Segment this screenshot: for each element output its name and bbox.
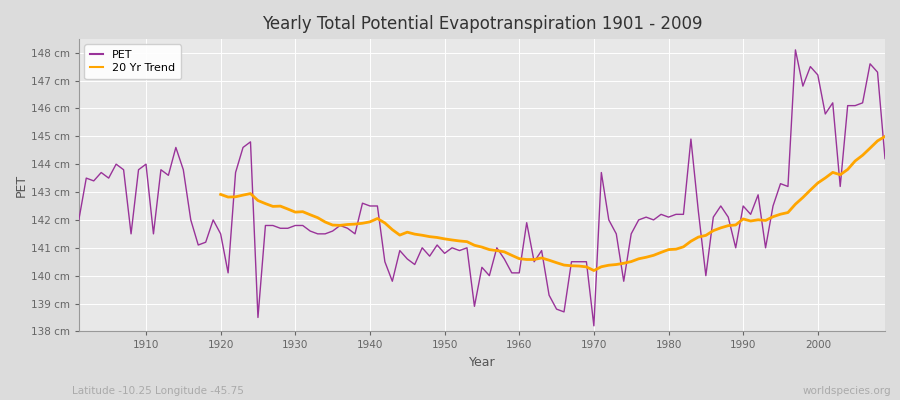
PET: [611, 232, 622, 236]
PET: [879, 156, 890, 161]
Text: worldspecies.org: worldspecies.org: [803, 386, 891, 396]
PET: [74, 218, 85, 222]
X-axis label: Year: Year: [469, 356, 495, 369]
PET: [133, 167, 144, 172]
Y-axis label: PET: PET: [15, 174, 28, 197]
20 Yr Trend: [417, 233, 428, 238]
PET: [342, 226, 353, 231]
PET: [514, 270, 525, 275]
20 Yr Trend: [305, 212, 316, 217]
PET: [507, 270, 517, 275]
20 Yr Trend: [775, 212, 786, 216]
PET: [297, 223, 308, 228]
PET: [589, 324, 599, 328]
20 Yr Trend: [686, 239, 697, 244]
20 Yr Trend: [589, 268, 599, 273]
20 Yr Trend: [215, 192, 226, 197]
Title: Yearly Total Potential Evapotranspiration 1901 - 2009: Yearly Total Potential Evapotranspiratio…: [262, 15, 702, 33]
20 Yr Trend: [879, 134, 890, 139]
Text: Latitude -10.25 Longitude -45.75: Latitude -10.25 Longitude -45.75: [72, 386, 244, 396]
Legend: PET, 20 Yr Trend: PET, 20 Yr Trend: [85, 44, 181, 79]
PET: [790, 48, 801, 52]
20 Yr Trend: [857, 153, 868, 158]
Line: 20 Yr Trend: 20 Yr Trend: [220, 136, 885, 270]
20 Yr Trend: [790, 202, 801, 206]
Line: PET: PET: [79, 50, 885, 326]
